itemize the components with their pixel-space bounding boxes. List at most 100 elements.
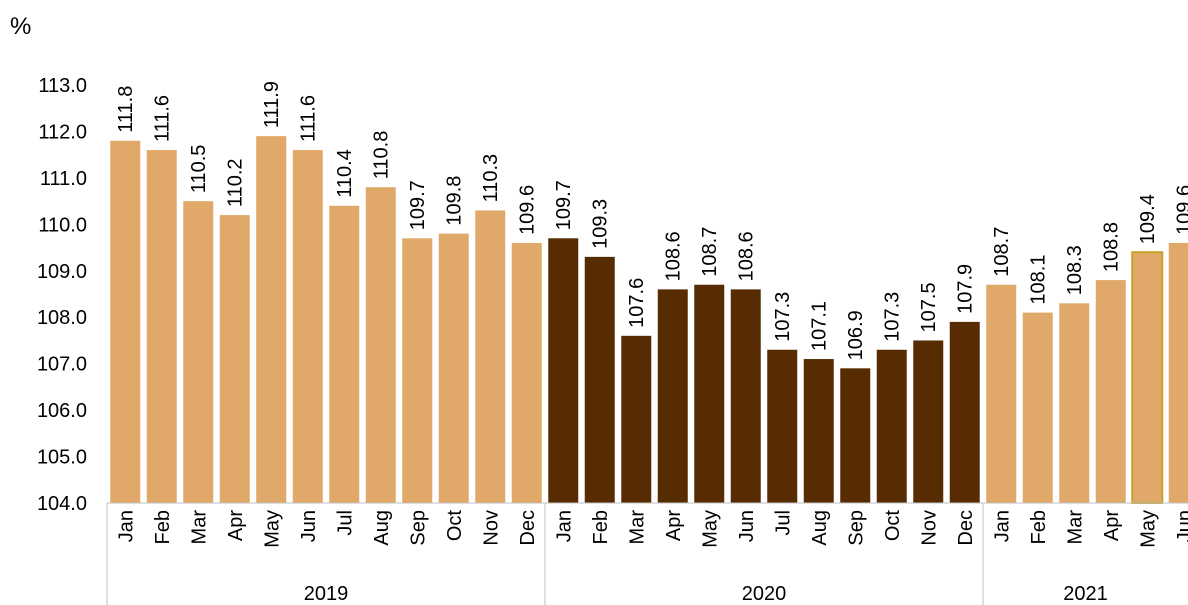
x-tick-label: Sep (407, 510, 429, 546)
data-label: 109.3 (590, 199, 612, 249)
bar-2019-jan (110, 140, 141, 503)
x-tick-label: Aug (371, 510, 393, 546)
y-tick-label: 111.0 (40, 168, 87, 190)
bar-2019-jul (329, 205, 360, 503)
bar-2019-feb (146, 150, 177, 503)
data-label: 111.6 (298, 95, 320, 142)
data-label: 109.7 (407, 180, 429, 230)
bar-2019-may (256, 136, 287, 503)
x-axis: Jan Feb Mar Apr May Jun Jul Aug Sep Oct Nov Dec 2019… (106, 502, 1188, 605)
x-tick-label: Apr (1101, 510, 1123, 541)
bar-2020-sep (840, 368, 871, 503)
bar-2019-dec (511, 242, 542, 503)
y-tick-label: 104.0 (37, 493, 87, 515)
x-tick-label: Jan (991, 510, 1013, 542)
bar-2021-jun (1168, 242, 1188, 503)
bar-2020-jan (548, 238, 579, 504)
data-label: 108.7 (699, 227, 721, 277)
data-label: 109.6 (1174, 185, 1188, 235)
data-label: 107.1 (809, 301, 831, 351)
data-label: 107.9 (955, 264, 977, 314)
y-tick-label: 106.0 (37, 400, 87, 422)
data-label: 107.6 (626, 278, 648, 328)
bar-2020-jun (730, 289, 761, 503)
bar-2020-oct (876, 349, 907, 503)
x-tick-label: Oct (444, 510, 466, 542)
bar-2019-nov (475, 210, 506, 504)
bar-2021-mar (1059, 303, 1090, 503)
x-tick-label: Mar (626, 510, 648, 545)
bar-2019-apr (219, 215, 250, 503)
x-tick-label: Jun (1174, 510, 1188, 542)
bar-2019-jun (292, 150, 323, 503)
x-tick-label: Jul (334, 510, 356, 536)
y-axis-unit-label: % (10, 13, 31, 40)
x-tick-label: Oct (882, 510, 904, 542)
bar-2020-apr (657, 289, 688, 503)
y-tick-label: 105.0 (37, 447, 87, 469)
x-tick-label: Jun (298, 510, 320, 542)
x-tick-label: May (261, 510, 283, 548)
bar-2021-feb (1022, 312, 1053, 503)
bar-2020-may (694, 284, 725, 503)
data-label: 109.6 (517, 185, 539, 235)
x-tick-label: Jan (553, 510, 575, 542)
x-tick-label: Dec (955, 510, 977, 546)
data-label: 106.9 (845, 310, 867, 360)
x-tick-label: Jan (115, 510, 137, 542)
data-label: 108.8 (1101, 222, 1123, 272)
year-group-label: 2021 (1063, 583, 1108, 605)
x-tick-label: Dec (517, 510, 539, 546)
bar-2019-aug (365, 187, 396, 503)
x-tick-label: Aug (809, 510, 831, 546)
data-label: 108.6 (736, 231, 758, 281)
bar-2020-jul (767, 349, 798, 503)
bar-2021-apr (1095, 280, 1126, 503)
x-tick-label: Nov (918, 510, 940, 546)
x-tick-label: Jul (772, 510, 794, 536)
y-tick-label: 112.0 (38, 121, 87, 143)
x-tick-label: Apr (663, 510, 685, 541)
data-label: 107.3 (772, 292, 794, 342)
x-tick-label: Jun (736, 510, 758, 542)
x-tick-label: Feb (1028, 510, 1050, 544)
x-tick-label: Feb (590, 510, 612, 544)
bar-2020-nov (913, 340, 944, 503)
bar-2019-sep (402, 238, 433, 504)
data-label: 110.3 (480, 154, 502, 203)
data-label: 110.2 (225, 158, 247, 207)
data-label: 111.8 (115, 86, 137, 133)
data-label: 108.6 (663, 231, 685, 281)
y-tick-label: 110.0 (38, 214, 87, 236)
y-tick-label: 113.0 (38, 75, 87, 97)
y-axis: 104.0 105.0 106.0 107.0 108.0 109.0 110.0 111.0… (37, 75, 87, 515)
bar-2021-jan (986, 284, 1017, 503)
x-tick-label: May (1137, 510, 1159, 548)
data-label: 109.8 (444, 176, 466, 226)
data-label: 110.8 (371, 131, 393, 180)
x-tick-label: Feb (152, 510, 174, 544)
data-label: 108.3 (1064, 245, 1086, 295)
data-label: 108.7 (991, 227, 1013, 277)
data-label: 110.5 (188, 145, 210, 194)
bar-2020-aug (803, 359, 834, 503)
y-tick-label: 109.0 (37, 261, 87, 283)
bar-2020-dec (949, 321, 980, 503)
data-label: 107.3 (882, 292, 904, 342)
bar-2020-mar (621, 335, 652, 503)
x-tick-label: Mar (188, 510, 210, 545)
bar-2019-mar (183, 201, 214, 503)
bar-2020-feb (584, 256, 615, 503)
x-tick-label: Nov (480, 510, 502, 546)
x-tick-label: Mar (1064, 510, 1086, 545)
x-tick-label: Apr (225, 510, 247, 541)
y-tick-label: 107.0 (37, 354, 87, 376)
data-label: 107.5 (918, 282, 940, 332)
bars (110, 136, 1188, 504)
year-group-label: 2020 (742, 583, 787, 605)
data-label: 109.7 (553, 180, 575, 230)
bar-2021-may (1131, 251, 1164, 504)
data-label: 109.4 (1137, 194, 1159, 244)
x-tick-label: Sep (845, 510, 867, 546)
